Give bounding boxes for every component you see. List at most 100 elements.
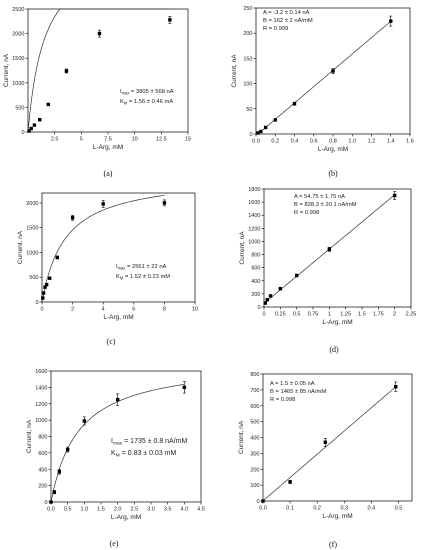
fit-annotation: KM = 1.56 ± 0.46 mA (120, 99, 173, 106)
y-tick-label: 2500 (12, 7, 24, 13)
x-tick-label: 0.2 (313, 506, 321, 512)
data-point (97, 31, 102, 36)
panel-caption: (e) (110, 539, 119, 548)
fit-annotation: A = 1.5 ± 0.05 nA (270, 381, 315, 387)
x-tick-label: 0.3 (340, 506, 348, 512)
x-tick-label: 0.0 (47, 507, 55, 513)
data-point (41, 296, 45, 300)
data-point (70, 216, 75, 220)
fit-annotation: KM = 1.52 ± 0.23 mM (116, 274, 170, 281)
data-point (38, 118, 42, 122)
panel-caption: (b) (328, 169, 338, 178)
x-tick-label: 0.5 (64, 507, 72, 513)
data-point (162, 201, 167, 205)
x-tick-label: 2 (393, 312, 396, 318)
y-tick-label: 250 (243, 6, 252, 12)
x-tick-label: 4.5 (197, 507, 205, 513)
y-tick-label: 1200 (248, 226, 260, 232)
x-tick-label: 6 (132, 307, 135, 313)
data-point (331, 69, 335, 73)
data-point (292, 102, 297, 106)
chart-panel-a: 2.5 5 7.5 10 12.5 15 0 500 1000 1500 2000 2500 L-Arg… (3, 7, 191, 178)
x-tick-label: 1.6 (406, 139, 414, 145)
plot-frame (50, 370, 202, 503)
data-point (278, 286, 283, 291)
x-tick-label: 0.2 (271, 139, 279, 145)
x-tick-label: 0 (262, 312, 265, 318)
y-tick-label: 400 (250, 436, 259, 442)
x-tick-label: 0.8 (329, 139, 337, 145)
y-tick-label: 300 (250, 451, 259, 457)
fit-line (41, 195, 165, 303)
x-tick-label: 1.25 (340, 312, 351, 318)
data-point (52, 490, 57, 494)
data-point (394, 385, 398, 389)
x-tick-label: 0.25 (275, 312, 286, 318)
y-tick-label: 1000 (35, 418, 47, 424)
x-axis-label: L-Arg, mM (322, 513, 352, 520)
x-tick-label: 1.5 (358, 312, 366, 318)
y-tick-label: 0 (35, 300, 38, 306)
x-tick-label: 7.5 (104, 137, 112, 143)
y-tick-label: 1400 (35, 385, 47, 391)
y-tick-label: 1400 (248, 213, 260, 219)
data-point (101, 202, 105, 206)
data-point (261, 499, 265, 503)
y-tick-label: 1500 (26, 226, 38, 232)
data-point (65, 447, 70, 452)
data-point (256, 131, 260, 135)
data-point (27, 129, 31, 133)
x-tick-label: 1.75 (373, 312, 384, 318)
x-axis-label: L-Arg, mM (93, 144, 123, 151)
plot-frame (263, 188, 412, 308)
y-tick-label: 800 (38, 435, 47, 441)
x-tick-label: 1.0 (348, 139, 356, 145)
x-tick-label: 0 (40, 307, 43, 313)
chart-panel-b: 0.0 0.2 0.4 0.6 0.8 1.0 1.2 1.4 1.6 0 50 100 150 200 2… (231, 6, 414, 178)
x-tick-label: 1.0 (81, 507, 89, 513)
x-tick-label: 0.6 (310, 139, 318, 145)
y-tick-label: 400 (38, 467, 47, 473)
y-tick-label: 0 (21, 130, 24, 136)
y-axis-label: Current, nA (26, 419, 33, 453)
x-axis-label: L-Arg, mM (322, 319, 352, 326)
x-axis-label: L-Arg, mM (111, 514, 141, 521)
data-point (392, 193, 397, 198)
data-point (82, 419, 87, 423)
data-point (323, 440, 328, 444)
x-tick-label: 4.0 (181, 507, 189, 513)
x-tick-label: 0.0 (252, 139, 260, 145)
data-point (263, 301, 268, 305)
data-point (273, 118, 277, 122)
panel-caption: (a) (104, 169, 113, 178)
x-tick-label: 1.5 (97, 507, 105, 513)
y-tick-label: 1000 (26, 250, 38, 256)
fit-line (27, 8, 170, 133)
y-tick-label: 500 (250, 420, 259, 426)
fit-annotation: Imax = 1735 ± 0.8 nA/mM (111, 438, 187, 447)
y-tick-label: 50 (246, 107, 252, 113)
data-point (46, 102, 50, 107)
data-point (32, 123, 37, 127)
fit-annotation: B = 162 ± 2 nA/mM (263, 18, 313, 24)
x-tick-label: 0.4 (291, 139, 299, 145)
x-tick-label: 1.2 (368, 139, 376, 145)
x-tick-label: 10 (132, 137, 138, 143)
y-tick-label: 800 (250, 372, 259, 378)
data-point (294, 273, 299, 278)
chart-panel-e: 0.0 0.5 1.0 1.5 2.0 2.5 3.0 3.5 4.0 4.5 0 200 400 600… (26, 369, 205, 548)
x-tick-label: 2.5 (131, 507, 139, 513)
fit-annotation: B = 828.3 ± 20.1 nA/mM (294, 202, 357, 208)
x-tick-label: 10 (192, 307, 198, 313)
y-tick-label: 200 (243, 31, 252, 37)
fit-annotation: R = 0.998 (270, 397, 295, 403)
y-tick-label: 600 (38, 451, 47, 457)
data-point (115, 397, 120, 402)
chart-panel-d: 0 0.25 0.5 0.75 1 1.25 1.5 1.75 2 2.25 0 200 400 600 8… (239, 187, 416, 354)
fit-annotation: Imax = 2561 ± 22 nA (116, 264, 167, 271)
y-axis-label: Current, nA (238, 420, 245, 454)
data-point (389, 19, 393, 23)
x-tick-label: 15 (185, 137, 191, 143)
y-tick-label: 500 (29, 275, 38, 281)
